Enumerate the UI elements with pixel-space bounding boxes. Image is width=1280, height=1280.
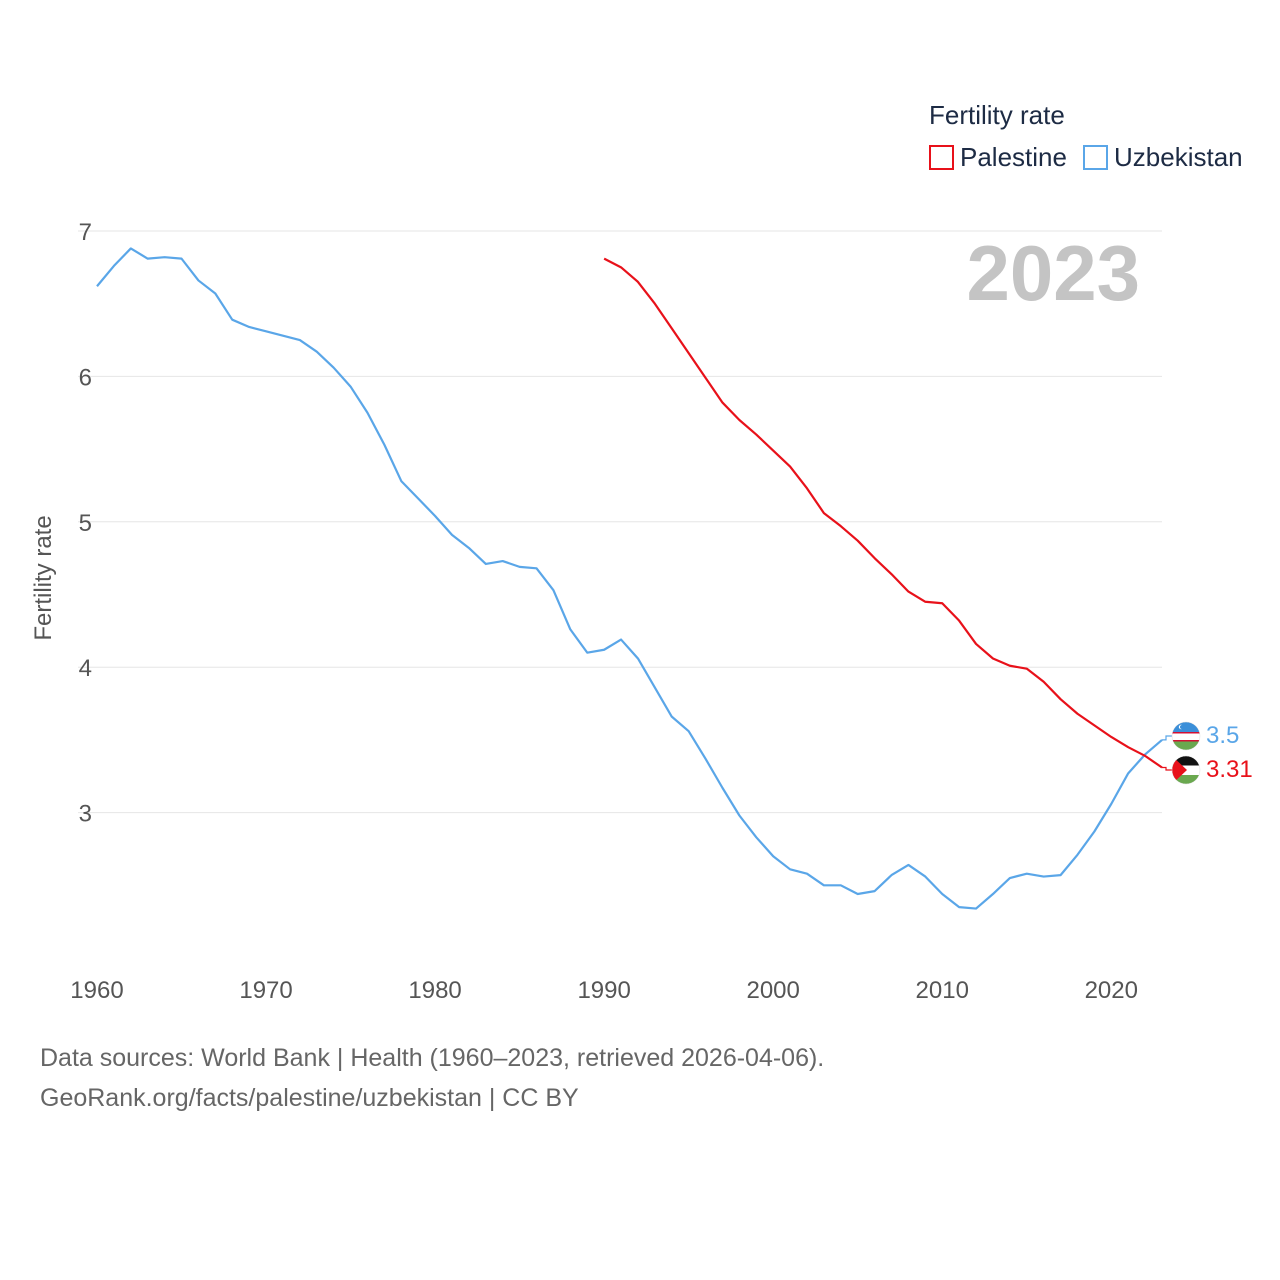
y-tick-label: 3	[79, 801, 92, 828]
x-tick-label: 2020	[1085, 977, 1138, 1004]
x-tick-label: 1990	[577, 977, 630, 1004]
x-tick-label: 2010	[916, 977, 969, 1004]
x-tick-label: 1970	[239, 977, 292, 1004]
year-watermark: 2023	[966, 229, 1140, 317]
legend-swatch-uzbekistan[interactable]	[1083, 145, 1108, 170]
series-line-uzbekistan	[96, 247, 1163, 910]
legend-label-uzbekistan[interactable]: Uzbekistan	[1114, 142, 1243, 172]
end-connector-uzbekistan	[1162, 735, 1172, 741]
y-tick-label: 6	[79, 364, 92, 391]
fertility-rate-line-chart: 3 4 5 6 7 1960 1970 1980 1990 2000 2010 2020 Ferti…	[30, 100, 1253, 1004]
source-line: Data sources: World Bank | Health (1960–…	[40, 1044, 825, 1072]
x-tick-label: 2000	[746, 977, 799, 1004]
y-axis-label: Fertility rate	[30, 515, 57, 640]
y-tick-label: 5	[79, 510, 92, 537]
legend-label-palestine[interactable]: Palestine	[960, 142, 1067, 172]
palestine-flag-icon	[1172, 756, 1200, 784]
end-value-palestine: 3.31	[1206, 756, 1253, 783]
series-line-palestine	[603, 257, 1163, 769]
x-tick-label: 1960	[70, 977, 123, 1004]
legend-title: Fertility rate	[929, 100, 1065, 130]
y-tick-label: 4	[79, 655, 92, 682]
legend: Fertility rate Palestine Uzbekistan	[929, 100, 1243, 172]
gridlines	[78, 230, 1162, 814]
y-axis-ticks: 3 4 5 6 7	[79, 219, 92, 828]
end-value-uzbekistan: 3.5	[1206, 722, 1239, 749]
x-tick-label: 1980	[408, 977, 461, 1004]
uzbekistan-flag-icon	[1172, 722, 1200, 750]
y-tick-label: 7	[79, 219, 92, 246]
legend-swatch-palestine[interactable]	[929, 145, 954, 170]
source-link[interactable]: GeoRank.org/facts/palestine/uzbekistan |…	[40, 1084, 579, 1112]
end-connector-palestine	[1162, 766, 1172, 771]
x-axis-ticks: 1960 1970 1980 1990 2000 2010 2020	[70, 977, 1138, 1004]
